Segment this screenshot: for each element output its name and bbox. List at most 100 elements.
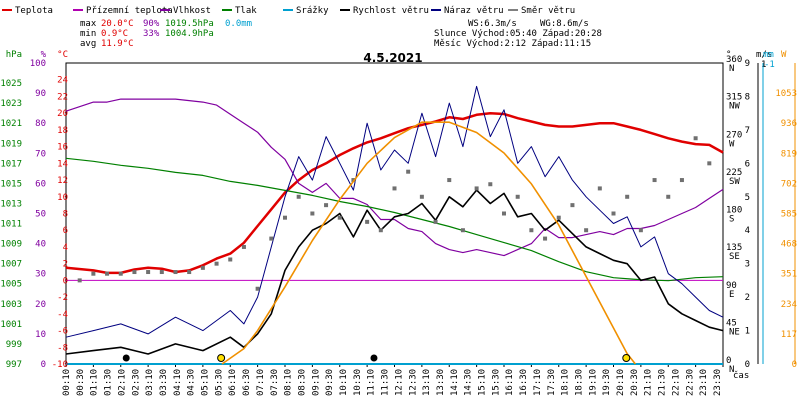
wind-direction-point [707, 161, 712, 166]
x-tick-label: 09:10 [311, 369, 321, 396]
x-tick-label: 07:10 [256, 369, 266, 396]
direction-tick: 270 [726, 130, 742, 140]
series-line [65, 189, 724, 355]
x-tick-label: 21:10 [644, 369, 654, 396]
x-tick-label: 10:30 [353, 369, 363, 396]
solar-tick: 351 [781, 270, 797, 280]
x-axis: 00:10 00:30 01:10 01:30 02:10 02:30 03:10 03:30… [62, 369, 723, 396]
legend-label: Náraz větru [444, 6, 504, 16]
direction-compass-label: S [729, 215, 734, 225]
wind-direction-point [200, 265, 205, 270]
hpa-axis-tick: 1005 [0, 280, 22, 290]
celsius-axis-tick: 2 [63, 260, 68, 270]
hpa-axis-tick: 1015 [0, 179, 22, 189]
hpa-axis-tick: 1021 [0, 119, 22, 129]
direction-compass-label: SE [729, 252, 740, 262]
info-sun: Slunce Východ:05:40 Západ:20:28 [434, 29, 602, 39]
wind-direction-point [638, 228, 643, 233]
wind-direction-point [597, 186, 602, 191]
series-line [65, 157, 724, 282]
info-moon: Měsíc Východ:2:12 Západ:11:15 [434, 39, 591, 49]
wind-direction-point [529, 228, 534, 233]
wind-direction-point [611, 211, 616, 216]
celsius-axis-tick: 18 [57, 126, 68, 136]
direction-tick: 135 [726, 243, 742, 253]
direction-tick: 180 [726, 206, 742, 216]
moon-event-marker [370, 354, 378, 362]
x-tick-label: 03:30 [159, 369, 169, 396]
wind-tick: 8 [745, 92, 750, 102]
x-tick-label: 07:30 [270, 369, 280, 396]
wind-direction-point [310, 211, 315, 216]
wind-direction-point [173, 270, 178, 275]
wind-direction-point [488, 182, 493, 187]
celsius-axis-tick: 22 [57, 92, 68, 102]
plot-border [65, 62, 724, 365]
wind-direction-point [324, 203, 329, 208]
wind-direction-point [666, 194, 671, 199]
wind-direction-point [652, 178, 657, 183]
direction-axis-title: ° [726, 50, 731, 60]
solar-axis-title: W [781, 50, 787, 60]
wind-tick: 6 [745, 159, 750, 169]
x-tick-label: 06:10 [228, 369, 238, 396]
x-tick-label: 00:30 [76, 369, 86, 396]
wind-direction-point [296, 194, 301, 199]
direction-tick: 90 [726, 281, 737, 291]
sun-event-marker [217, 354, 226, 362]
wind-tick: 4 [745, 226, 750, 236]
stat-avg-temp: 11.9°C [101, 39, 134, 49]
series [65, 85, 724, 365]
wind-tick: 1 [745, 327, 750, 337]
x-tick-label: 01:10 [90, 369, 100, 396]
celsius-axis-title: °C [57, 50, 68, 60]
direction-tick: 225 [726, 168, 742, 178]
solar-tick: 234 [781, 300, 797, 310]
wind-direction-point [392, 186, 397, 191]
percent-axis-tick: 20 [35, 300, 46, 310]
wind-tick: 2 [745, 293, 750, 303]
hpa-axis-tick: 1001 [0, 320, 22, 330]
hpa-axis-tick: 1025 [0, 79, 22, 89]
stat-min-label: min [80, 29, 96, 39]
x-tick-label: 12:10 [394, 369, 404, 396]
hpa-axis-tick: 1003 [0, 300, 22, 310]
x-tick-label: 01:30 [104, 369, 114, 396]
x-tick-label: 23:10 [699, 369, 709, 396]
solar-tick: 117 [781, 330, 797, 340]
x-tick-label: 04:10 [173, 369, 183, 396]
hpa-axis-tick: 1011 [0, 220, 22, 230]
hpa-axis-tick: 997 [6, 360, 22, 370]
info-panel: WS:6.3m/s WG:8.6m/s Slunce Východ:05:40 … [434, 19, 602, 49]
stat-min-temp: 0.9°C [101, 29, 128, 39]
rain-axis-title: mm [763, 50, 774, 60]
wind-direction-point [241, 244, 246, 249]
solar-tick: 702 [781, 179, 797, 189]
direction-compass-label: NW [729, 102, 740, 112]
legend-label: Teplota [15, 6, 53, 16]
wind-direction-point [556, 215, 561, 220]
x-tick-label: 13:30 [436, 369, 446, 396]
wind-direction-point [406, 169, 411, 174]
wind-tick: 9 [745, 59, 750, 69]
solar-tick: 585 [781, 210, 797, 220]
x-tick-label: 16:30 [519, 369, 529, 396]
hpa-axis-tick: 1019 [0, 139, 22, 149]
wind-direction-point [77, 278, 82, 283]
direction-compass-label: E [729, 290, 734, 300]
solar-tick: 0 [792, 360, 797, 370]
x-tick-label: 15:30 [491, 369, 501, 396]
celsius-axis-tick: -2 [57, 293, 68, 303]
percent-axis-tick: 70 [35, 149, 46, 159]
wind-direction-point [255, 286, 260, 291]
x-tick-label: 19:30 [602, 369, 612, 396]
celsius-axis-tick: 20 [57, 109, 68, 119]
wind-direction-point [433, 219, 438, 224]
hpa-axis-tick: 1007 [0, 260, 22, 270]
wind-tick: 7 [745, 126, 750, 136]
celsius-axis-tick: 16 [57, 143, 68, 153]
x-axis-label: čas [733, 370, 749, 381]
wind-direction-point [187, 270, 192, 275]
stats-panel: max 20.0°C 90% 1019.5hPa 0.0mm min 0.9°C… [80, 19, 252, 49]
